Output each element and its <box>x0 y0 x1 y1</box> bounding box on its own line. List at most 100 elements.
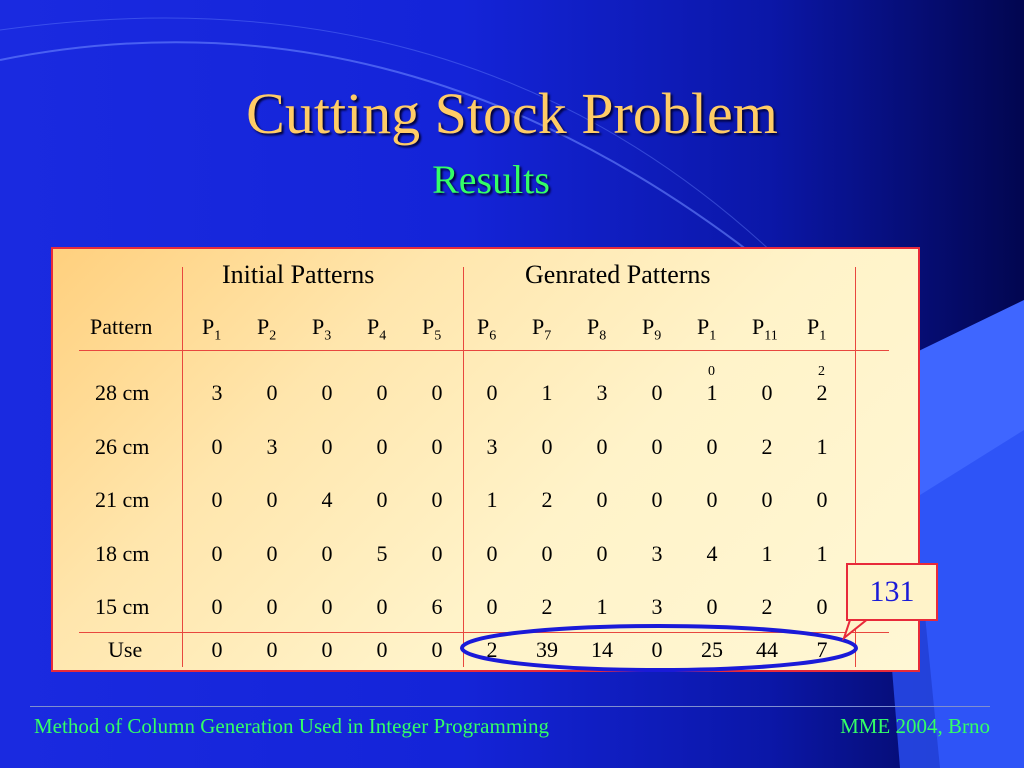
slide-title: Cutting Stock Problem <box>246 81 778 146</box>
use-cell: 25 <box>701 637 723 662</box>
table-cell: 0 <box>266 487 278 512</box>
table-cell: 1 <box>486 487 498 512</box>
pattern-header-p11: P11 <box>752 314 778 344</box>
table-cell: 6 <box>431 594 443 619</box>
footer-divider <box>30 706 990 707</box>
table-cell: 2 <box>761 434 773 459</box>
table-cell: 5 <box>376 541 388 566</box>
table-cell: 2 <box>816 380 828 405</box>
use-cell: 7 <box>816 637 828 662</box>
table-cell: 0 <box>376 487 388 512</box>
generated-patterns-heading: Genrated Patterns <box>525 260 711 289</box>
row-label-18cm: 18 cm <box>95 541 150 566</box>
table-cell: 0 <box>211 541 223 566</box>
table-cell: 3 <box>596 380 608 405</box>
table-cell: 2 <box>761 594 773 619</box>
table-cell: 0 <box>596 541 608 566</box>
pattern-header-p7: P7 <box>532 314 552 344</box>
table-cell: 0 <box>431 487 443 512</box>
total-callout: 131 <box>846 563 938 621</box>
table-cell: 3 <box>266 434 278 459</box>
use-highlight-ellipse <box>460 624 858 672</box>
pattern-header-p4: P4 <box>367 314 387 344</box>
pattern-header-p3: P3 <box>312 314 332 344</box>
table-cell: 0 <box>706 434 718 459</box>
table-cell: 0 <box>321 380 333 405</box>
footer-left: Method of Column Generation Used in Inte… <box>34 714 549 738</box>
use-cell: 14 <box>591 637 613 662</box>
table-cell: 0 <box>431 434 443 459</box>
pattern-header-p10: P1 <box>697 314 717 344</box>
table-cell: 0 <box>541 434 553 459</box>
pattern-header-p6: P6 <box>477 314 497 344</box>
table-cell: 0 <box>321 541 333 566</box>
use-divider <box>79 632 889 633</box>
table-cell: 3 <box>651 594 663 619</box>
table-cell: 0 <box>321 594 333 619</box>
table-cell: 0 <box>486 594 498 619</box>
table-cell: 0 <box>706 487 718 512</box>
table-cell: 0 <box>541 541 553 566</box>
slide-subtitle: Results <box>432 157 550 202</box>
table-cell: 0 <box>211 594 223 619</box>
use-cell: 0 <box>651 637 663 662</box>
table-cell: 3 <box>211 380 223 405</box>
use-cell: 0 <box>431 637 443 662</box>
column-divider <box>463 267 464 667</box>
table-cell: 0 <box>596 434 608 459</box>
use-cell: 0 <box>321 637 333 662</box>
pattern-header-p12-overflow: 2 <box>818 364 825 379</box>
table-cell: 0 <box>761 380 773 405</box>
table-cell: 3 <box>651 541 663 566</box>
table-cell: 2 <box>541 594 553 619</box>
table-cell: 0 <box>816 594 828 619</box>
pattern-header-p10-overflow: 0 <box>708 364 715 379</box>
use-cell: 0 <box>266 637 278 662</box>
table-cell: 1 <box>816 434 828 459</box>
row-label-26cm: 26 cm <box>95 434 150 459</box>
table-cell: 0 <box>211 487 223 512</box>
table-cell: 0 <box>266 541 278 566</box>
table-cell: 4 <box>321 487 333 512</box>
column-divider <box>182 267 183 667</box>
use-cell: 0 <box>376 637 388 662</box>
column-divider <box>855 267 856 667</box>
pattern-column-header: Pattern <box>90 314 153 339</box>
table-cell: 0 <box>211 434 223 459</box>
use-cell: 44 <box>756 637 778 662</box>
table-cell: 1 <box>761 541 773 566</box>
table-cell: 0 <box>486 541 498 566</box>
table-cell: 3 <box>486 434 498 459</box>
pattern-header-p12: P1 <box>807 314 827 344</box>
table-cell: 2 <box>541 487 553 512</box>
use-cell: 2 <box>486 637 498 662</box>
table-cell: 0 <box>486 380 498 405</box>
use-cell: 39 <box>536 637 558 662</box>
table-cell: 1 <box>816 541 828 566</box>
pattern-header-p5: P5 <box>422 314 442 344</box>
footer-right: MME 2004, Brno <box>840 714 990 738</box>
use-cell: 0 <box>211 637 223 662</box>
table-cell: 1 <box>706 380 718 405</box>
row-label-use: Use <box>108 637 143 662</box>
table-cell: 0 <box>376 380 388 405</box>
row-label-21cm: 21 cm <box>95 487 150 512</box>
header-divider <box>79 350 889 351</box>
table-cell: 0 <box>651 487 663 512</box>
table-cell: 0 <box>596 487 608 512</box>
table-cell: 0 <box>431 541 443 566</box>
table-cell: 4 <box>706 541 718 566</box>
table-cell: 0 <box>376 594 388 619</box>
pattern-header-p9: P9 <box>642 314 662 344</box>
table-cell: 0 <box>321 434 333 459</box>
table-cell: 1 <box>596 594 608 619</box>
pattern-header-p8: P8 <box>587 314 607 344</box>
table-cell: 0 <box>266 594 278 619</box>
row-label-28cm: 28 cm <box>95 380 150 405</box>
pattern-header-p1: P1 <box>202 314 222 344</box>
table-cell: 0 <box>266 380 278 405</box>
results-table: Initial Patterns Genrated Patterns Pattern… <box>51 247 920 672</box>
table-cell: 0 <box>706 594 718 619</box>
table-cell: 1 <box>541 380 553 405</box>
